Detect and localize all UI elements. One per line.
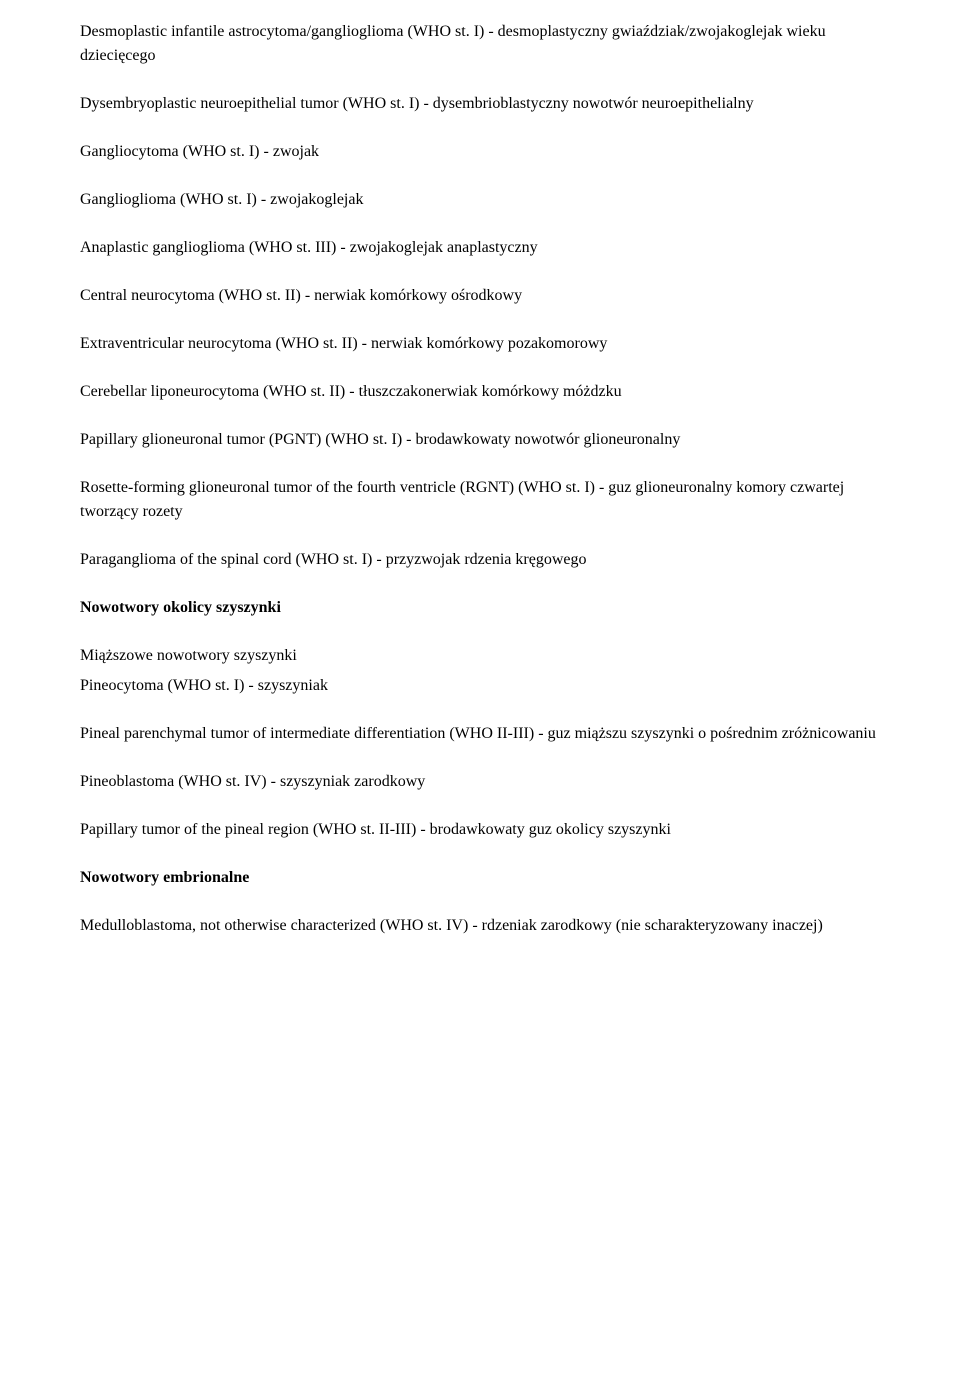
body-paragraph: Miąższowe nowotwory szyszynki (80, 644, 880, 668)
body-paragraph: Medulloblastoma, not otherwise character… (80, 914, 880, 938)
body-paragraph: Desmoplastic infantile astrocytoma/gangl… (80, 20, 880, 68)
body-paragraph: Papillary glioneuronal tumor (PGNT) (WHO… (80, 428, 880, 452)
body-paragraph: Pineal parenchymal tumor of intermediate… (80, 722, 880, 746)
body-paragraph: Cerebellar liponeurocytoma (WHO st. II) … (80, 380, 880, 404)
body-paragraph: Paraganglioma of the spinal cord (WHO st… (80, 548, 880, 572)
body-paragraph: Dysembryoplastic neuroepithelial tumor (… (80, 92, 880, 116)
body-paragraph: Pineocytoma (WHO st. I) - szyszyniak (80, 674, 880, 698)
body-paragraph: Anaplastic ganglioglioma (WHO st. III) -… (80, 236, 880, 260)
body-paragraph: Gangliocytoma (WHO st. I) - zwojak (80, 140, 880, 164)
body-paragraph: Central neurocytoma (WHO st. II) - nerwi… (80, 284, 880, 308)
body-paragraph: Rosette-forming glioneuronal tumor of th… (80, 476, 880, 524)
section-heading: Nowotwory embrionalne (80, 866, 880, 890)
body-paragraph: Papillary tumor of the pineal region (WH… (80, 818, 880, 842)
body-paragraph: Pineoblastoma (WHO st. IV) - szyszyniak … (80, 770, 880, 794)
body-paragraph: Extraventricular neurocytoma (WHO st. II… (80, 332, 880, 356)
body-paragraph: Ganglioglioma (WHO st. I) - zwojakogleja… (80, 188, 880, 212)
section-heading: Nowotwory okolicy szyszynki (80, 596, 880, 620)
document-body: Desmoplastic infantile astrocytoma/gangl… (80, 20, 880, 938)
